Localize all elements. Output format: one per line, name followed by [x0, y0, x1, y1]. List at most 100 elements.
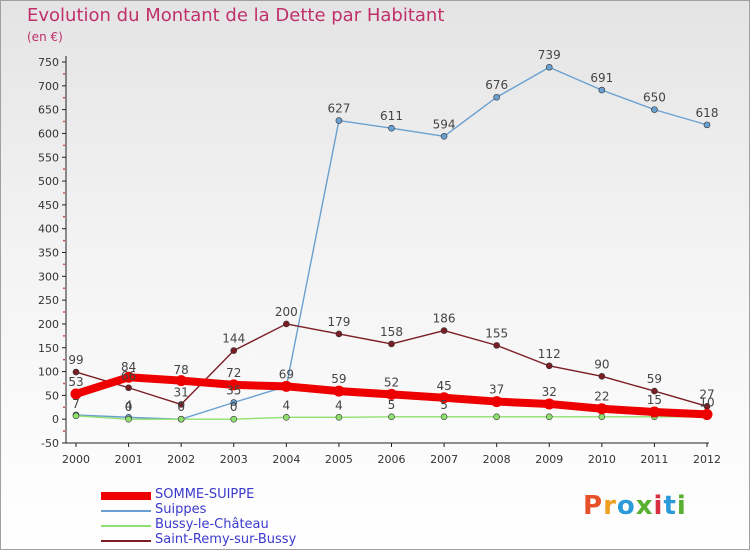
data-label-suippes: 650	[643, 91, 666, 105]
legend-label-suippes: Suippes	[155, 502, 207, 517]
y-tick-label: -50	[41, 437, 59, 450]
y-tick-label: 400	[38, 223, 59, 236]
legend-swatch-saint-remy-sur-bussy	[101, 540, 151, 542]
y-minor-tick	[63, 287, 65, 290]
data-label: 84	[121, 360, 136, 374]
data-label-saint-remy-sur-bussy: 200	[275, 305, 298, 319]
y-minor-tick	[63, 430, 65, 432]
data-point-somme-suippe	[438, 392, 450, 404]
data-point-saint-remy-sur-bussy	[283, 320, 290, 328]
data-point-bussy-le-chateau	[177, 415, 185, 423]
y-minor-tick	[63, 311, 65, 313]
proxiti-logo: Proxiti	[583, 491, 687, 521]
unit-label: (en €)	[27, 30, 63, 44]
data-point-saint-remy-sur-bussy	[388, 340, 395, 348]
y-tick-label: 700	[38, 80, 59, 93]
data-label: 72	[226, 366, 241, 380]
data-label-somme-suippe: 52	[384, 375, 399, 389]
y-tick-label: 100	[38, 366, 59, 379]
x-tick-label: 2004	[272, 453, 300, 466]
data-label-somme-suippe: 32	[542, 385, 557, 399]
chart-title: Evolution du Montant de la Dette par Hab…	[27, 5, 445, 26]
y-tick-label: 50	[45, 389, 59, 402]
y-tick-label: 200	[38, 318, 59, 331]
y-minor-tick	[63, 406, 65, 409]
y-minor-tick	[63, 358, 65, 361]
legend-label-saint-remy-sur-bussy: Saint-Remy-sur-Bussy	[155, 532, 297, 547]
y-tick-label: 250	[38, 294, 59, 307]
data-label-saint-remy-sur-bussy: 158	[380, 325, 403, 339]
y-tick-label: 550	[38, 151, 59, 164]
data-point-suippes	[598, 86, 606, 94]
y-minor-tick	[63, 96, 65, 99]
data-point-suippes	[703, 121, 711, 129]
data-point-bussy-le-chateau	[335, 413, 343, 421]
x-tick-label: 2012	[693, 453, 721, 466]
legend-label-bussy-le-chateau: Bussy-le-Château	[155, 517, 269, 532]
data-point-saint-remy-sur-bussy	[651, 387, 658, 395]
data-point-saint-remy-sur-bussy	[545, 362, 553, 370]
y-minor-tick	[63, 120, 65, 123]
data-label-suippes: 4	[125, 398, 133, 412]
data-point-saint-remy-sur-bussy	[440, 327, 448, 334]
data-label-somme-suippe: 37	[489, 383, 504, 397]
x-tick-label: 2000	[62, 453, 90, 466]
data-label-bussy-le-chateau: 5	[440, 398, 448, 412]
data-point-saint-remy-sur-bussy	[72, 368, 80, 376]
data-point-somme-suippe	[648, 406, 660, 418]
data-label-somme-suippe: 22	[594, 390, 609, 404]
y-tick-label: 450	[38, 199, 59, 212]
data-label-saint-remy-sur-bussy: 99	[68, 353, 83, 367]
data-point-bussy-le-chateau	[440, 413, 448, 421]
data-label: 15	[647, 393, 662, 407]
x-tick-label: 2006	[378, 453, 406, 466]
logo-letter: r	[603, 491, 617, 521]
y-minor-tick	[63, 192, 65, 194]
data-point-suippes	[230, 399, 238, 406]
data-point-somme-suippe	[175, 375, 187, 387]
data-label-saint-remy-sur-bussy: 155	[485, 326, 508, 340]
data-point-suippes	[440, 132, 448, 140]
logo-letter: o	[616, 491, 636, 521]
data-label-saint-remy-sur-bussy: 186	[433, 312, 456, 326]
data-label-suippes: 739	[538, 48, 561, 62]
y-minor-tick	[63, 263, 65, 266]
data-label-bussy-le-chateau: 0	[125, 400, 133, 414]
x-tick-label: 2005	[325, 453, 353, 466]
data-label-saint-remy-sur-bussy: 90	[594, 357, 609, 371]
data-label-bussy-le-chateau: 4	[283, 398, 291, 412]
data-label-somme-suippe: 45	[436, 379, 451, 393]
data-point-somme-suippe	[596, 403, 608, 415]
data-label: 10	[699, 395, 714, 409]
data-label: 66	[121, 369, 136, 383]
data-label: 78	[174, 363, 189, 377]
y-minor-tick	[63, 144, 65, 147]
y-tick-label: 650	[38, 104, 59, 117]
data-label-suippes: 611	[380, 109, 403, 123]
data-label-suippes: 618	[696, 106, 719, 120]
logo-letter: x	[635, 491, 654, 521]
data-label-bussy-le-chateau: 4	[335, 398, 343, 412]
data-label-saint-remy-sur-bussy: 27	[699, 387, 714, 401]
data-point-saint-remy-sur-bussy	[125, 384, 132, 392]
data-point-bussy-le-chateau	[598, 413, 606, 421]
data-point-bussy-le-chateau	[388, 413, 395, 421]
data-point-suippes	[545, 63, 553, 71]
data-point-somme-suippe	[123, 371, 135, 383]
legend-swatch-suippes	[101, 510, 151, 512]
data-label-suippes: 691	[590, 71, 613, 85]
data-label-saint-remy-sur-bussy: 112	[538, 347, 561, 361]
x-tick-label: 2010	[588, 453, 616, 466]
data-label-somme-suippe: 53	[68, 375, 83, 389]
data-label-bussy-le-chateau: 5	[388, 398, 396, 412]
legend-label-somme-suippe: SOMME-SUIPPE	[155, 487, 255, 502]
y-tick-label: 300	[38, 270, 59, 283]
y-tick-label: 600	[38, 127, 59, 140]
data-point-saint-remy-sur-bussy	[177, 401, 185, 408]
data-point-bussy-le-chateau	[283, 413, 290, 421]
data-label-bussy-le-chateau: 0	[177, 400, 185, 414]
x-tick-label: 2007	[430, 453, 458, 466]
y-minor-tick	[63, 382, 65, 385]
data-point-bussy-le-chateau	[72, 412, 80, 420]
